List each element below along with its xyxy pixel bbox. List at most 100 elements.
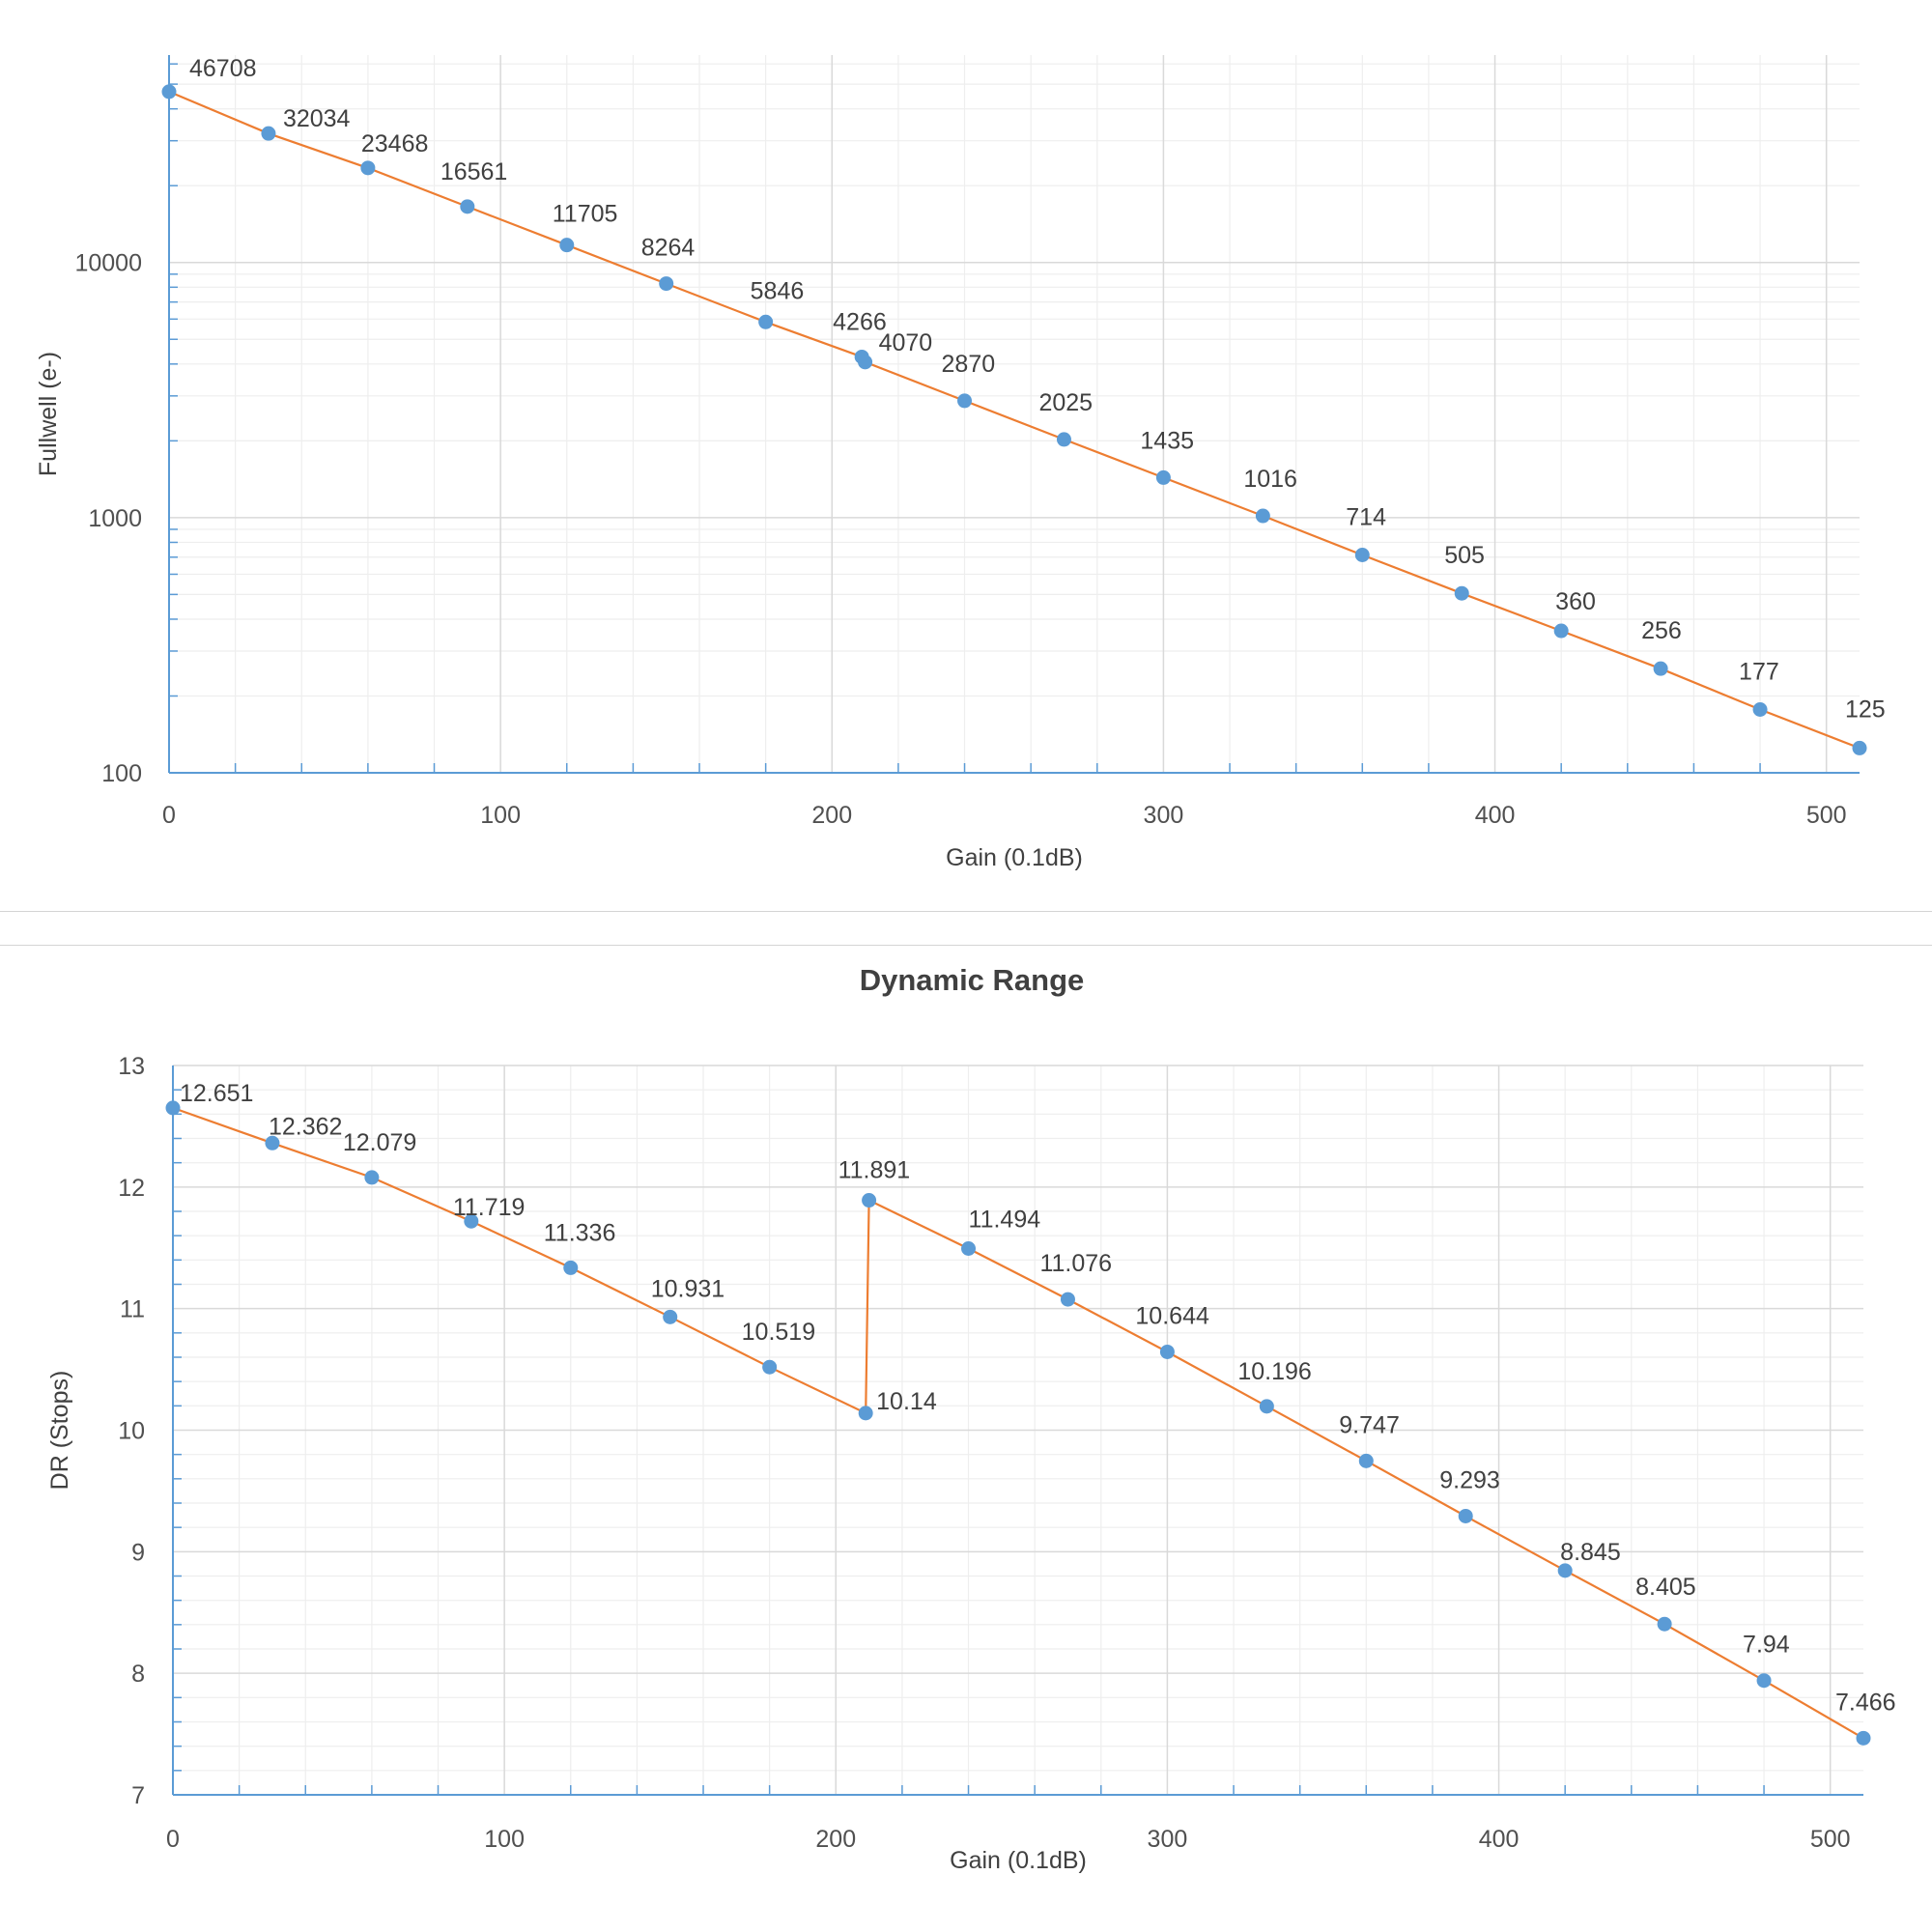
data-point — [460, 199, 475, 214]
data-label: 4070 — [879, 329, 933, 356]
data-point — [165, 1100, 181, 1116]
x-tick-label: 200 — [815, 1826, 856, 1853]
data-point — [1159, 1344, 1175, 1359]
data-point — [1557, 1563, 1573, 1578]
data-point — [762, 1359, 778, 1375]
x-axis-title: Gain (0.1dB) — [950, 1847, 1087, 1874]
data-label: 9.747 — [1339, 1411, 1400, 1438]
data-label: 7.94 — [1743, 1632, 1790, 1659]
data-label: 505 — [1444, 542, 1485, 569]
data-label: 256 — [1641, 617, 1682, 644]
data-label: 12.079 — [343, 1129, 416, 1156]
chart-title: Dynamic Range — [860, 963, 1085, 997]
data-label: 1016 — [1243, 466, 1297, 493]
data-point — [862, 1193, 877, 1208]
data-label: 11.336 — [544, 1219, 616, 1246]
data-label: 2870 — [942, 351, 996, 378]
data-point — [1155, 469, 1171, 485]
data-label: 11.494 — [969, 1207, 1041, 1234]
data-point — [1756, 1673, 1772, 1689]
y-axis-title: Fullwell (e-) — [35, 352, 62, 476]
data-label: 11705 — [553, 201, 618, 228]
x-tick-label: 100 — [484, 1826, 525, 1853]
data-label: 10.644 — [1135, 1302, 1209, 1329]
y-tick-label: 9 — [131, 1539, 145, 1566]
data-label: 11.076 — [1039, 1250, 1112, 1277]
data-point — [659, 276, 674, 292]
series-line — [172, 1106, 1864, 1740]
y-tick-label: 12 — [118, 1175, 145, 1202]
data-label: 1435 — [1140, 427, 1194, 454]
data-point — [1454, 585, 1469, 601]
y-tick-label: 13 — [118, 1053, 145, 1080]
dynamic-range-chart-svg: 0 100 200 300 400 500 7 8 9 10 11 12 13 Gain (0.1dB) D… — [46, 963, 1896, 1874]
data-point — [1458, 1508, 1473, 1523]
x-tick-label: 400 — [1479, 1826, 1520, 1853]
data-label: 714 — [1346, 504, 1386, 531]
data-point — [563, 1260, 579, 1275]
series-line — [168, 90, 1861, 750]
x-tick-label: 300 — [1148, 1826, 1188, 1853]
data-point — [161, 84, 177, 99]
data-point — [1752, 702, 1768, 718]
x-tick-label: 300 — [1144, 802, 1184, 829]
dynamic-range-chart: 0 100 200 300 400 500 7 8 9 10 11 12 13 Gain (0.1dB) D… — [0, 945, 1932, 1932]
data-point — [957, 393, 973, 409]
data-point — [1056, 432, 1071, 447]
chart-divider — [0, 911, 1932, 912]
data-label: 4266 — [833, 308, 887, 335]
data-point — [663, 1309, 678, 1324]
data-point — [858, 1406, 873, 1421]
data-point — [858, 355, 873, 370]
fullwell-chart-svg: 0 100 200 300 400 500 100 1000 10000 Gain (0.1dB)… — [35, 55, 1886, 871]
x-tick-label: 0 — [166, 1826, 180, 1853]
data-label: 8.405 — [1635, 1574, 1696, 1601]
data-label: 16561 — [440, 158, 508, 185]
data-point — [464, 1213, 479, 1229]
x-tick-label: 200 — [811, 802, 852, 829]
data-point — [261, 126, 276, 141]
fullwell-chart: 0 100 200 300 400 500 100 1000 10000 Gain (0.1dB)… — [0, 0, 1932, 908]
data-label: 11.891 — [838, 1157, 911, 1184]
data-label: 10.931 — [651, 1275, 724, 1302]
data-label: 10.196 — [1237, 1358, 1311, 1385]
data-label: 46708 — [189, 55, 257, 82]
x-axis-title: Gain (0.1dB) — [946, 844, 1083, 871]
data-label: 125 — [1845, 696, 1886, 723]
y-tick-label: 100 — [101, 760, 142, 787]
y-tick-label: 8 — [131, 1661, 145, 1688]
x-tick-label: 0 — [162, 802, 176, 829]
y-tick-label: 7 — [131, 1782, 145, 1809]
data-point — [1657, 1616, 1672, 1632]
data-point — [1553, 623, 1569, 639]
data-point — [1255, 508, 1270, 524]
data-point — [1259, 1399, 1274, 1414]
data-point — [360, 160, 376, 176]
data-point — [265, 1135, 280, 1151]
y-tick-label: 10 — [118, 1418, 145, 1445]
data-label: 8264 — [641, 235, 696, 262]
data-label: 32034 — [283, 105, 351, 132]
data-label: 23468 — [361, 130, 429, 157]
data-label: 9.293 — [1439, 1466, 1500, 1493]
chart-divider — [0, 945, 1932, 946]
y-tick-label: 11 — [120, 1296, 145, 1323]
data-point — [961, 1241, 977, 1257]
x-tick-label: 100 — [480, 802, 521, 829]
data-label: 2025 — [1038, 389, 1093, 416]
data-point — [1358, 1453, 1374, 1468]
data-point — [559, 238, 575, 253]
y-tick-label: 10000 — [74, 250, 142, 277]
data-point — [1852, 740, 1867, 755]
x-tick-label: 400 — [1475, 802, 1516, 829]
data-point — [364, 1170, 380, 1185]
data-point — [1856, 1730, 1871, 1746]
y-tick-label: 1000 — [88, 505, 142, 532]
data-label: 8.845 — [1560, 1539, 1621, 1566]
data-label: 5846 — [751, 277, 805, 304]
data-label: 360 — [1555, 588, 1596, 615]
data-label: 12.362 — [269, 1113, 342, 1140]
data-point — [1653, 661, 1668, 676]
data-label: 7.466 — [1835, 1689, 1896, 1716]
data-point — [758, 314, 774, 329]
